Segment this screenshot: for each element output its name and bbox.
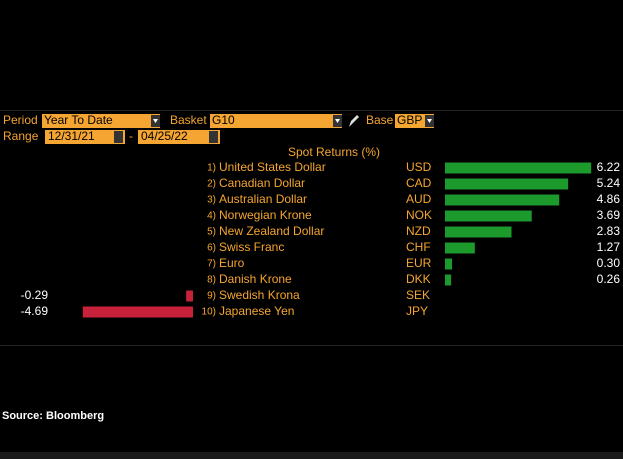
bar xyxy=(445,258,453,270)
currency-name: Swiss Franc xyxy=(219,240,284,254)
basket-label: Basket xyxy=(170,113,207,127)
value-label: -0.29 xyxy=(21,288,49,302)
currency-name: United States Dollar xyxy=(219,160,326,174)
range-separator: - xyxy=(129,129,133,143)
rank: 6) xyxy=(207,243,216,254)
currency-name: Japanese Yen xyxy=(219,304,294,318)
currency-name: Canadian Dollar xyxy=(219,176,305,190)
currency-name: New Zealand Dollar xyxy=(219,224,324,238)
source: Source: Bloomberg xyxy=(2,410,104,422)
currency-name: Norwegian Krone xyxy=(219,208,312,222)
base-dropdown[interactable] xyxy=(395,114,434,128)
rank: 4) xyxy=(207,211,216,222)
value-label: 3.69 xyxy=(597,208,621,222)
currency-name: Euro xyxy=(219,256,245,270)
rank: 2) xyxy=(207,179,216,190)
period-dropdown[interactable] xyxy=(42,114,160,128)
value-label: 4.86 xyxy=(597,192,621,206)
value-label: 1.27 xyxy=(597,240,621,254)
bar xyxy=(445,210,532,222)
currency-name: Danish Krone xyxy=(219,272,292,286)
currency-code: EUR xyxy=(406,256,432,270)
currency-code: NOK xyxy=(406,208,432,222)
arrow-icon xyxy=(427,119,432,123)
bar xyxy=(445,226,512,238)
currency-code: JPY xyxy=(406,304,428,318)
base-value[interactable]: GBP xyxy=(397,113,422,127)
rank: 1) xyxy=(207,163,216,174)
bar xyxy=(445,242,475,254)
base-label: Base xyxy=(366,113,394,127)
currency-code: CAD xyxy=(406,176,432,190)
end-value[interactable]: 04/25/22 xyxy=(141,129,188,143)
currency-code: CHF xyxy=(406,240,431,254)
rank: 3) xyxy=(207,195,216,206)
bar xyxy=(82,306,193,318)
calendar-icon[interactable] xyxy=(209,131,218,143)
currency-code: USD xyxy=(406,160,432,174)
rank: 8) xyxy=(207,275,216,286)
rank: 7) xyxy=(207,259,216,270)
currency-code: SEK xyxy=(406,288,430,302)
arrow-icon xyxy=(335,119,340,123)
start-value[interactable]: 12/31/21 xyxy=(48,129,95,143)
bar xyxy=(186,290,193,302)
rank: 9) xyxy=(207,291,216,302)
chart-title: Spot Returns (%) xyxy=(288,145,380,159)
range-label: Range xyxy=(3,129,39,143)
start-date[interactable] xyxy=(45,130,125,144)
period-label: Period xyxy=(3,113,38,127)
value-label: 6.22 xyxy=(597,160,621,174)
edit-icon[interactable] xyxy=(349,115,359,127)
rank: 10) xyxy=(202,307,216,318)
bar xyxy=(445,274,452,286)
bar xyxy=(445,162,592,174)
basket-value[interactable]: G10 xyxy=(212,113,235,127)
currency-code: DKK xyxy=(406,272,431,286)
currency-code: NZD xyxy=(406,224,431,238)
value-label: 0.30 xyxy=(597,256,621,270)
value-label: 2.83 xyxy=(597,224,621,238)
currency-name: Australian Dollar xyxy=(219,192,307,206)
bar xyxy=(445,178,569,190)
arrow-icon xyxy=(153,119,158,123)
value-label: 0.26 xyxy=(597,272,621,286)
value-label: 5.24 xyxy=(597,176,621,190)
value-label: -4.69 xyxy=(21,304,49,318)
period-value[interactable]: Year To Date xyxy=(44,113,113,127)
rank: 5) xyxy=(207,227,216,238)
currency-name: Swedish Krona xyxy=(219,288,300,302)
basket-dropdown[interactable] xyxy=(210,114,342,128)
status-bar xyxy=(0,452,623,459)
end-date[interactable] xyxy=(138,130,220,144)
calendar-icon[interactable] xyxy=(114,131,123,143)
currency-code: AUD xyxy=(406,192,432,206)
bar xyxy=(445,194,560,206)
